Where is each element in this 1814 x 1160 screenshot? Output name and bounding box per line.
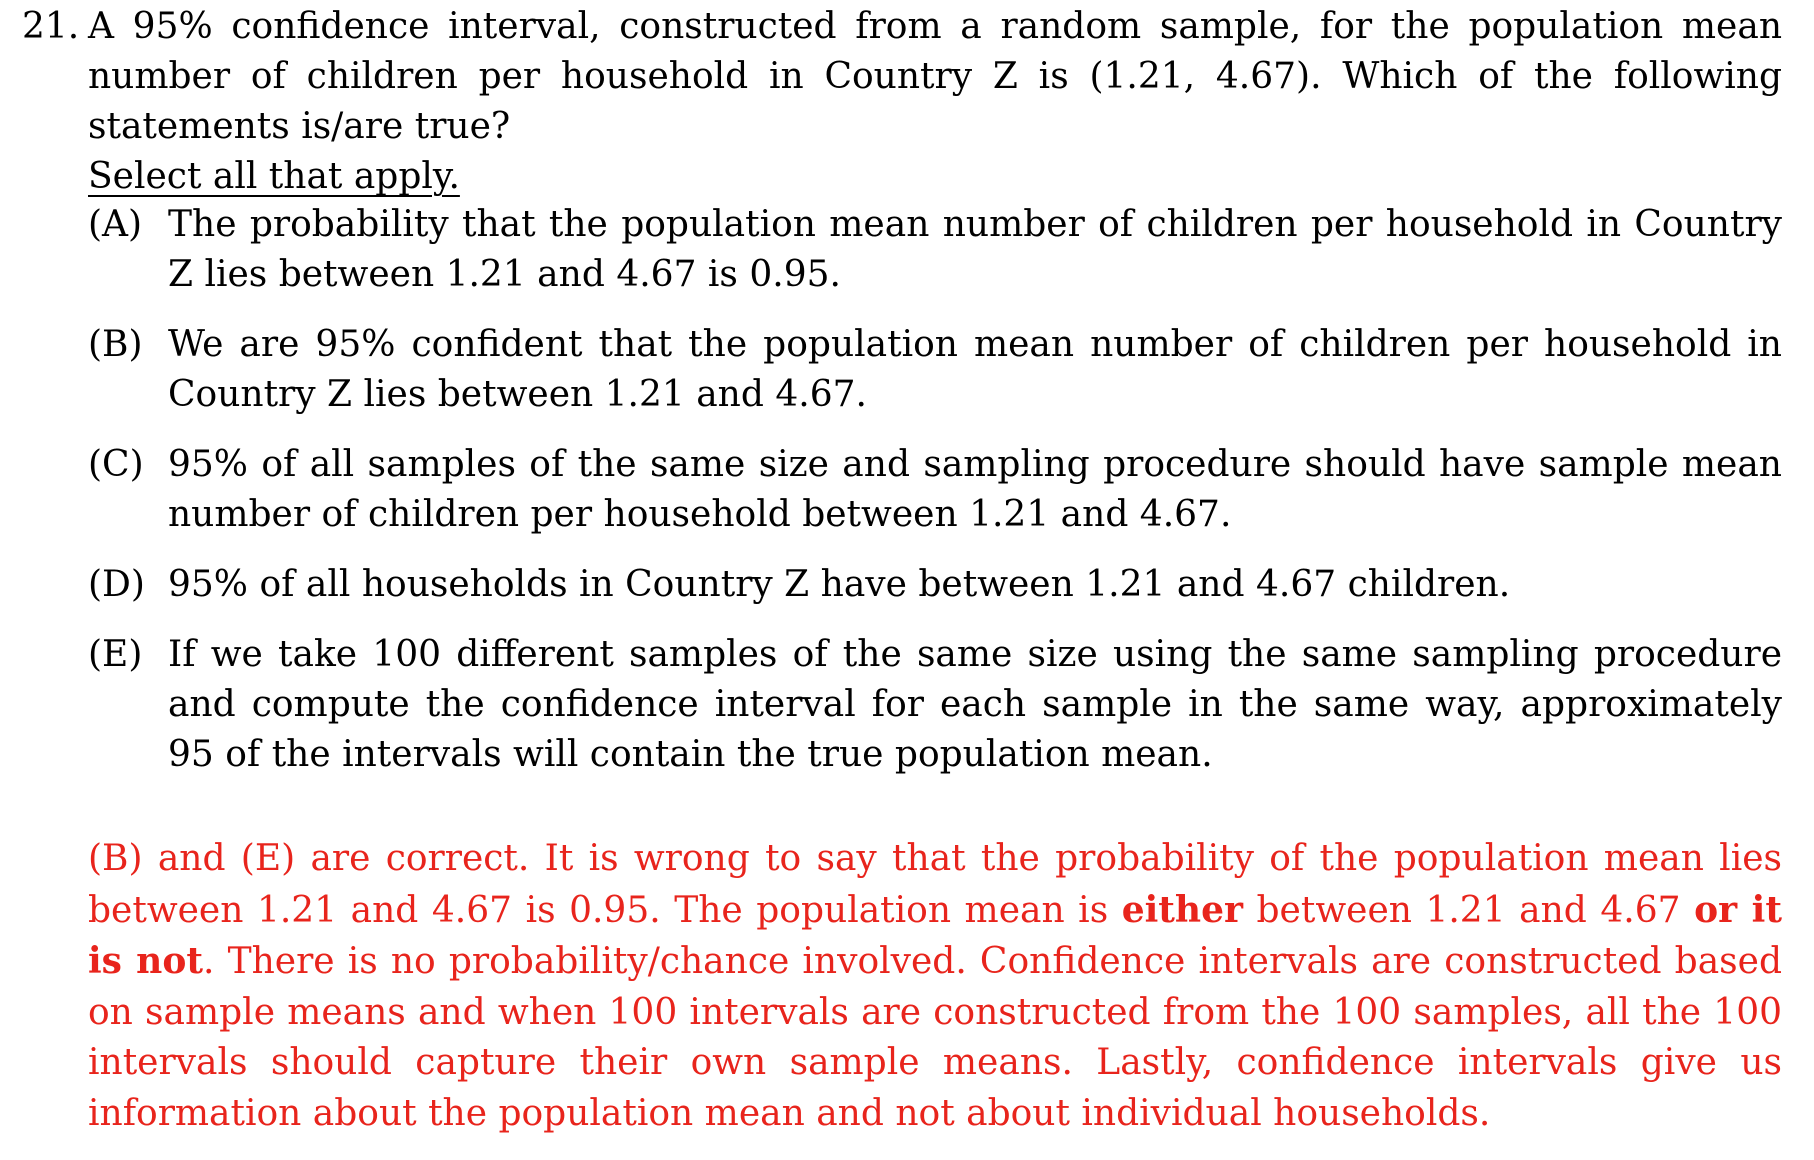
option-a: (A) The probability that the population … — [88, 200, 1782, 300]
option-text: We are 95% confident that the population… — [168, 324, 1782, 415]
question-text-block: A 95% confidence interval, constructed f… — [88, 2, 1782, 202]
answer-text-part2: between 1.21 and 4.67 — [1242, 889, 1695, 931]
question-instruction: Select all that apply. — [88, 156, 460, 197]
option-b: (B) We are 95% confident that the popula… — [88, 320, 1782, 420]
option-letter: (A) — [88, 204, 143, 245]
option-letter: (E) — [88, 634, 143, 675]
option-letter: (D) — [88, 564, 145, 605]
option-text: 95% of all samples of the same size and … — [168, 444, 1782, 535]
question-number: 21. — [22, 6, 80, 47]
option-text: If we take 100 different samples of the … — [168, 634, 1782, 775]
option-text: 95% of all households in Country Z have … — [168, 564, 1511, 605]
options-list: (A) The probability that the population … — [88, 200, 1782, 800]
option-text: The probability that the population mean… — [168, 204, 1782, 295]
option-letter: (C) — [88, 444, 144, 485]
option-letter: (B) — [88, 324, 143, 365]
answer-emphasis-either: either — [1121, 888, 1243, 931]
question-text: A 95% confidence interval, constructed f… — [88, 6, 1782, 147]
question-block: 21. A 95% confidence interval, construct… — [22, 2, 1782, 202]
option-c: (C) 95% of all samples of the same size … — [88, 440, 1782, 540]
option-e: (E) If we take 100 different samples of … — [88, 630, 1782, 780]
answer-explanation: (B) and (E) are correct. It is wrong to … — [88, 834, 1782, 1139]
answer-text-part1: (B) and (E) are correct. It is wrong to … — [88, 838, 1782, 931]
option-d: (D) 95% of all households in Country Z h… — [88, 560, 1782, 610]
answer-emphasis-or-it-is-not: or it is not — [88, 888, 1782, 983]
answer-text-part3: . There is no probability/chance involve… — [88, 941, 1783, 1134]
